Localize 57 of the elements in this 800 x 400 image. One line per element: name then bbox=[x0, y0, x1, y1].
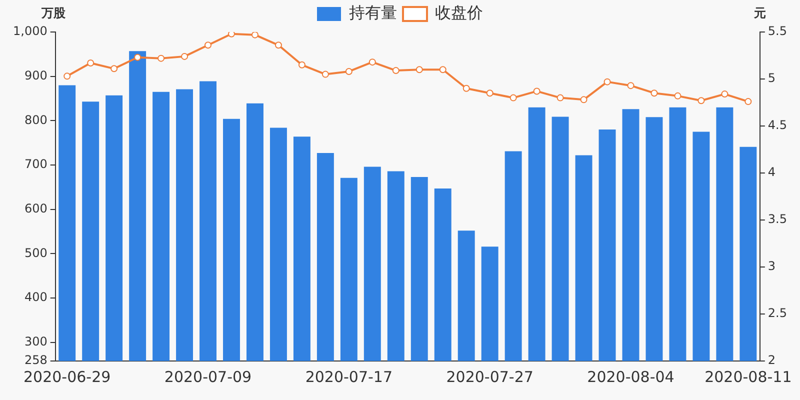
y-axis-title: 万股 bbox=[40, 6, 66, 20]
point bbox=[698, 97, 705, 104]
point bbox=[721, 90, 728, 98]
y-tick-label: 400 bbox=[24, 290, 48, 304]
point bbox=[744, 98, 752, 106]
x-tick-label: 2020-08-04 bbox=[587, 368, 674, 386]
legend-label: 持有量 bbox=[349, 3, 397, 22]
y-tick-label: 500 bbox=[24, 246, 48, 260]
y2-tick-label: 2.5 bbox=[768, 306, 788, 320]
x-tick-label: 2020-06-29 bbox=[24, 368, 111, 386]
y2-axis-title: 元 bbox=[752, 6, 766, 20]
point bbox=[556, 94, 564, 102]
y2-tick-label: 4 bbox=[768, 165, 776, 180]
point bbox=[274, 42, 282, 49]
point bbox=[87, 60, 94, 67]
point bbox=[251, 32, 258, 38]
point bbox=[416, 66, 423, 74]
point bbox=[462, 84, 470, 92]
y2-tick-label: 4.5 bbox=[768, 118, 788, 132]
point bbox=[345, 68, 352, 75]
point bbox=[181, 52, 188, 60]
y-tick-label: 300 bbox=[24, 334, 48, 348]
point bbox=[674, 92, 682, 100]
point bbox=[110, 65, 118, 72]
y-tick-label: 700 bbox=[24, 157, 48, 172]
y2-tick-label: 5.5 bbox=[768, 24, 788, 38]
x-tick-label: 2020-07-09 bbox=[164, 368, 252, 386]
x-tick-label: 2020-08-11 bbox=[704, 368, 792, 386]
legend-label: 收盘价 bbox=[435, 3, 483, 22]
y2-tick-label: 2 bbox=[768, 353, 776, 368]
point bbox=[604, 78, 611, 86]
point bbox=[486, 90, 494, 97]
point bbox=[322, 70, 329, 78]
y2-tick-label: 3 bbox=[768, 259, 776, 274]
point bbox=[627, 82, 634, 90]
point bbox=[158, 54, 165, 62]
point bbox=[368, 58, 376, 66]
y2-tick-label: 3.5 bbox=[768, 212, 788, 226]
point bbox=[439, 66, 446, 74]
point bbox=[298, 61, 306, 68]
y-tick-label: 600 bbox=[24, 201, 48, 216]
point bbox=[204, 42, 212, 49]
y-tick-label: 800 bbox=[24, 112, 48, 127]
y-tick-label: 900 bbox=[24, 68, 48, 82]
point bbox=[228, 32, 235, 38]
point bbox=[650, 90, 658, 97]
y2-tick-label: 5 bbox=[768, 71, 776, 86]
point bbox=[392, 67, 400, 74]
point bbox=[533, 88, 540, 95]
y-tick-label: 258 bbox=[24, 353, 48, 368]
x-tick-label: 2020-07-27 bbox=[446, 368, 534, 386]
point bbox=[64, 72, 71, 80]
x-tick-label: 2020-07-17 bbox=[305, 368, 393, 386]
point bbox=[510, 94, 517, 102]
point bbox=[580, 96, 588, 104]
y-tick-label: 1,000 bbox=[12, 24, 48, 38]
point bbox=[134, 54, 142, 61]
